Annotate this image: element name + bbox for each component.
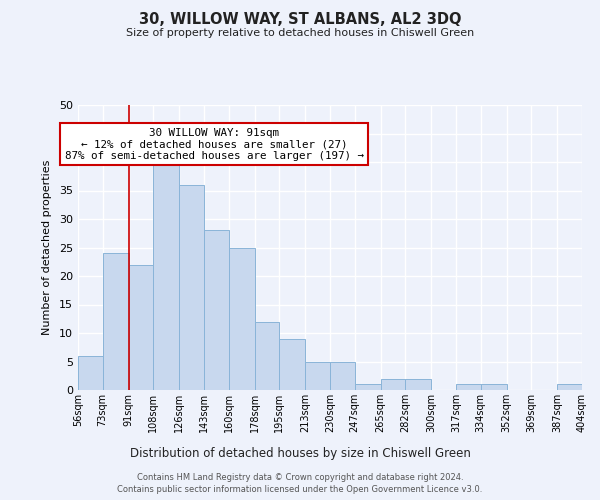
Text: Size of property relative to detached houses in Chiswell Green: Size of property relative to detached ho…	[126, 28, 474, 38]
Bar	[305, 362, 330, 390]
Bar	[456, 384, 481, 390]
Bar	[557, 384, 582, 390]
Text: Distribution of detached houses by size in Chiswell Green: Distribution of detached houses by size …	[130, 448, 470, 460]
Bar	[254, 322, 280, 390]
Bar	[154, 150, 179, 390]
Bar	[380, 378, 406, 390]
Bar	[330, 362, 355, 390]
Bar	[229, 248, 254, 390]
Y-axis label: Number of detached properties: Number of detached properties	[42, 160, 52, 335]
Bar	[179, 185, 204, 390]
Bar	[103, 253, 128, 390]
Text: Contains public sector information licensed under the Open Government Licence v3: Contains public sector information licen…	[118, 485, 482, 494]
Bar	[481, 384, 506, 390]
Text: Contains HM Land Registry data © Crown copyright and database right 2024.: Contains HM Land Registry data © Crown c…	[137, 472, 463, 482]
Bar	[204, 230, 229, 390]
Bar	[128, 264, 154, 390]
Text: 30, WILLOW WAY, ST ALBANS, AL2 3DQ: 30, WILLOW WAY, ST ALBANS, AL2 3DQ	[139, 12, 461, 28]
Bar	[280, 338, 305, 390]
Bar	[355, 384, 380, 390]
Text: 30 WILLOW WAY: 91sqm
← 12% of detached houses are smaller (27)
87% of semi-detac: 30 WILLOW WAY: 91sqm ← 12% of detached h…	[65, 128, 364, 161]
Bar	[78, 356, 103, 390]
Bar	[406, 378, 431, 390]
